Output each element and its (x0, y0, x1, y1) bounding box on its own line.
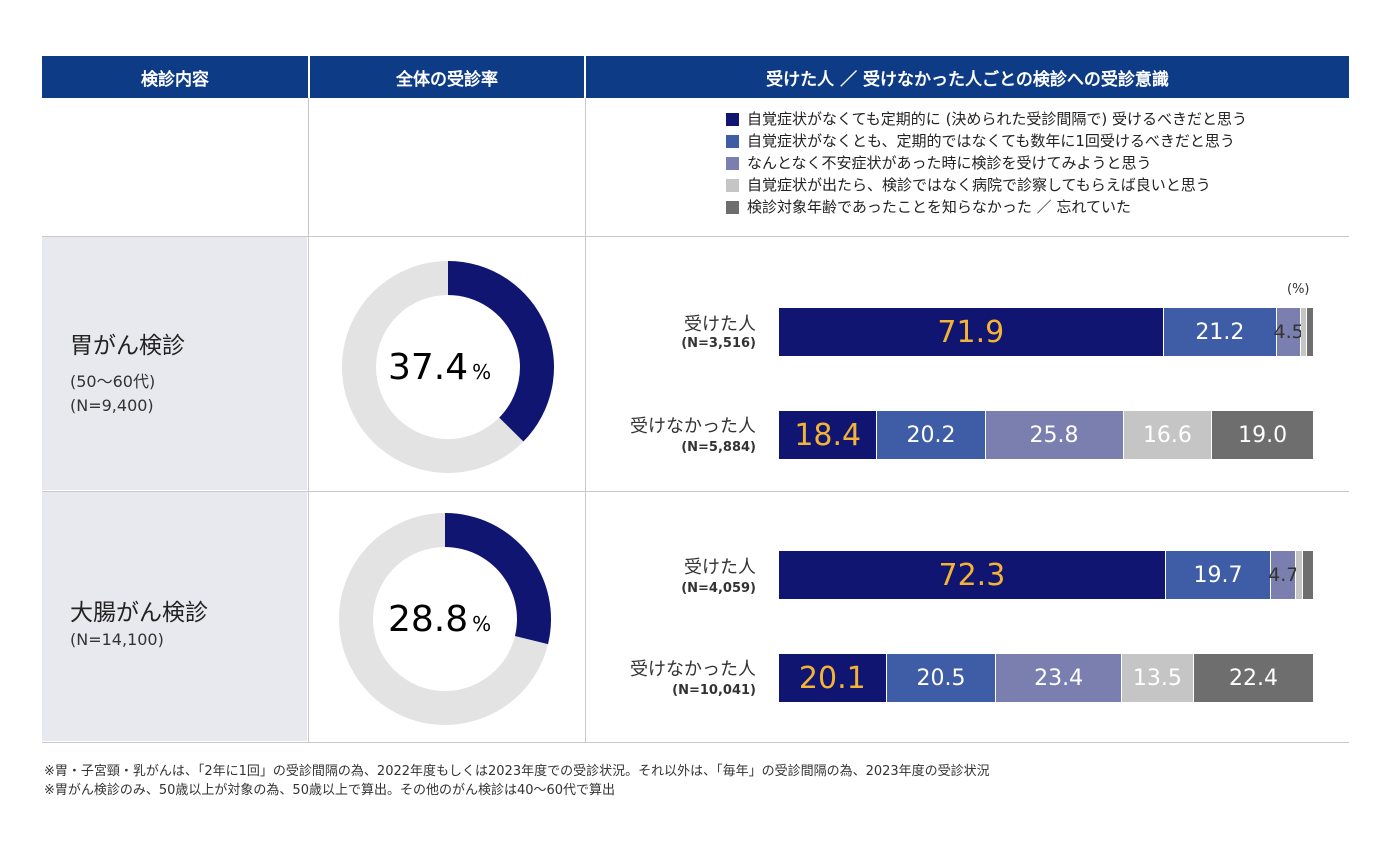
donut-value-unit: % (472, 612, 492, 636)
category-n-colorectal: (N=14,100) (70, 630, 164, 649)
bar-segment: 4.5 (1274, 308, 1304, 356)
row1-label-cell (42, 237, 307, 490)
bar-segment (1306, 308, 1313, 356)
row-label: 受けた人 (684, 314, 756, 335)
bar-segment: 20.1 (779, 654, 886, 702)
category-title-colorectal: 大腸がん検診 (70, 600, 208, 626)
header-col-exam: 検診内容 (42, 56, 308, 98)
bar-segment-label: 4.7 (1268, 564, 1299, 586)
header-col-awareness: 受けた人 ／ 受けなかった人ごとの検診への受診意識 (586, 56, 1349, 98)
bar-segment: 20.2 (877, 411, 985, 459)
bar-segment: 21.2 (1163, 308, 1277, 356)
bar-segment: 20.5 (886, 654, 996, 702)
row-label: 受けなかった人 (630, 416, 756, 437)
legend-item: 自覚症状がなくても定期的に (決められた受診間隔で) 受けるべきだと思う (726, 108, 1247, 130)
bar-segment-label: 23.4 (1034, 665, 1084, 691)
chart-legend: 自覚症状がなくても定期的に (決められた受診間隔で) 受けるべきだと思う 自覚症… (726, 108, 1247, 218)
row-n: (N=5,884) (681, 440, 756, 455)
donut-value-number: 37.4 (388, 347, 469, 388)
bar-segment-label: 19.7 (1193, 562, 1243, 588)
divider-col1 (308, 98, 309, 743)
legend-item: なんとなく不安症状があった時に検診を受けてみようと思う (726, 152, 1247, 174)
donut-value-arc (448, 261, 554, 442)
donut-value-number: 28.8 (388, 599, 469, 640)
legend-label: なんとなく不安症状があった時に検診を受けてみようと思う (747, 154, 1152, 172)
divider-row-legend (42, 236, 1349, 237)
bar-segment: 4.7 (1268, 551, 1299, 599)
legend-swatch (726, 156, 739, 170)
bar-segment-label: 20.5 (916, 665, 966, 691)
bar-segment-label: 19.0 (1238, 422, 1288, 448)
bar-segment-label: 18.4 (794, 417, 862, 453)
bar-segment: 13.5 (1121, 654, 1194, 702)
legend-label: 自覚症状がなくても定期的に (決められた受診間隔で) 受けるべきだと思う (747, 110, 1248, 128)
donut-value-stomach: 37.4% (388, 347, 491, 388)
divider-row-middle (42, 491, 1349, 492)
bar-segment: 23.4 (996, 654, 1121, 702)
divider-row-bottom (42, 742, 1349, 743)
legend-label: 自覚症状が出たら、検診ではなく病院で診察してもらえば良いと思う (747, 176, 1211, 194)
legend-swatch (726, 178, 739, 192)
bar-segment-label: 72.3 (938, 557, 1006, 593)
bar-segment-label: 21.2 (1195, 319, 1245, 345)
bar-segment: 18.4 (779, 411, 877, 459)
legend-label: 自覚症状がなくとも、定期的ではなくても数年に1回受けるべきだと思う (747, 132, 1235, 150)
legend-label: 検診対象年齢であったことを知らなかった ／ 忘れていた (747, 198, 1131, 216)
row-label: 受けた人 (684, 557, 756, 578)
divider-col2 (585, 98, 586, 743)
row-n: (N=4,059) (681, 581, 756, 596)
bar-segment (1302, 551, 1313, 599)
bar-segment-label: 20.1 (798, 660, 866, 696)
donut-value-arc (445, 513, 551, 645)
bar-segment-label: 22.4 (1229, 665, 1278, 691)
unit-label: (%) (1287, 282, 1310, 297)
bar-segment (1301, 308, 1306, 356)
bar-segment (1296, 551, 1302, 599)
bar-segment: 71.9 (779, 308, 1163, 356)
bar-segment-label: 4.5 (1273, 321, 1304, 343)
donut-value-colorectal: 28.8% (388, 599, 491, 640)
donut-chart-stomach (342, 261, 554, 473)
legend-item: 自覚症状がなくとも、定期的ではなくても数年に1回受けるべきだと思う (726, 130, 1247, 152)
bar-segment-label: 25.8 (1029, 422, 1079, 448)
row2-label-cell (42, 492, 307, 741)
category-title-stomach: 胃がん検診 (70, 333, 185, 359)
category-note-stomach: (50〜60代) (70, 372, 156, 391)
donut-chart-colorectal (339, 513, 551, 725)
bar-segment: 19.7 (1165, 551, 1271, 599)
donut-value-unit: % (472, 360, 492, 384)
bar-segment: 72.3 (779, 551, 1165, 599)
row-n: (N=3,516) (681, 336, 756, 351)
legend-swatch (726, 134, 739, 148)
bar-segment: 19.0 (1212, 411, 1313, 459)
header-col-overall-rate: 全体の受診率 (310, 56, 584, 98)
bar-segment-label: 16.6 (1142, 422, 1192, 448)
row-n: (N=10,041) (672, 683, 756, 698)
legend-item: 検診対象年齢であったことを知らなかった ／ 忘れていた (726, 196, 1247, 218)
legend-item: 自覚症状が出たら、検診ではなく病院で診察してもらえば良いと思う (726, 174, 1247, 196)
bar-segment: 25.8 (985, 411, 1123, 459)
row-label: 受けなかった人 (630, 659, 756, 680)
bar-segment-label: 71.9 (937, 314, 1005, 350)
legend-swatch (726, 200, 739, 214)
legend-swatch (726, 112, 739, 126)
bar-segment: 22.4 (1194, 654, 1313, 702)
footnote: ※胃がん検診のみ、50歳以上が対象の為、50歳以上で算出。その他のがん検診は40… (44, 783, 616, 798)
category-n-stomach: (N=9,400) (70, 396, 154, 415)
footnote: ※胃・子宮頸・乳がんは、「2年に1回」の受診間隔の為、2022年度もしくは202… (44, 764, 990, 779)
bar-segment-label: 20.2 (906, 422, 956, 448)
bar-segment-label: 13.5 (1132, 665, 1182, 691)
bar-segment: 16.6 (1123, 411, 1212, 459)
